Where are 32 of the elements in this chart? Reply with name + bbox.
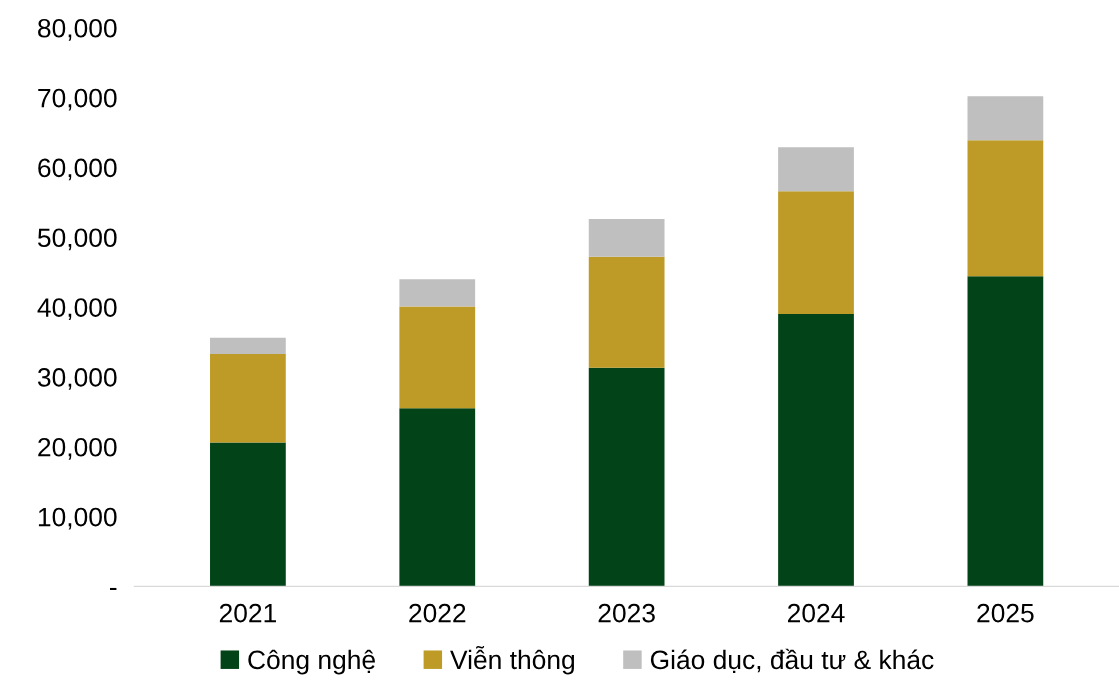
legend-label: Công nghệ (248, 649, 375, 675)
x-tick-label: 2025 (977, 603, 1034, 623)
y-tick-label: 50,000 (37, 228, 117, 251)
bar (588, 367, 665, 587)
bar (588, 256, 665, 368)
bar (967, 276, 1044, 587)
legend-label: Viễn thông (450, 646, 575, 675)
y-tick-label: 60,000 (38, 158, 117, 181)
x-tick-label: 2021 (219, 603, 276, 623)
bar (778, 314, 854, 587)
bar (399, 408, 476, 587)
y-tick-label: - (110, 587, 117, 591)
y-tick-label: 20,000 (38, 437, 117, 460)
bar (210, 337, 286, 354)
y-tick-label: 30,000 (37, 368, 117, 390)
x-tick-label: 2024 (787, 603, 845, 623)
bar (399, 306, 476, 409)
bar (210, 442, 286, 587)
y-tick-label: 70,000 (38, 88, 117, 111)
bar (588, 219, 665, 257)
y-tick-label: 80,000 (38, 18, 117, 41)
x-tick-label: 2022 (409, 603, 466, 623)
bar (967, 140, 1044, 277)
y-tick-label: 40,000 (37, 298, 117, 321)
bar (967, 96, 1044, 141)
bar (399, 279, 476, 307)
bar (778, 147, 854, 192)
x-tick-label: 2023 (598, 603, 655, 623)
bar (210, 353, 286, 443)
y-tick-label: 10,000 (38, 507, 117, 530)
legend-label: Giáo dục, đầu tư & khác (650, 648, 934, 673)
bar (778, 191, 854, 315)
